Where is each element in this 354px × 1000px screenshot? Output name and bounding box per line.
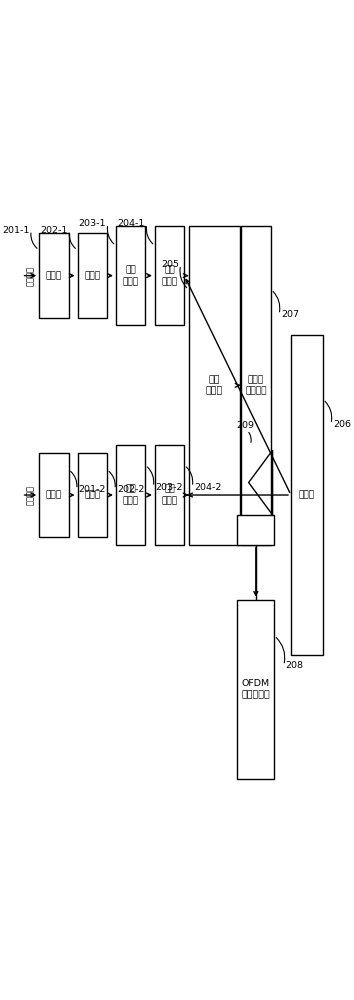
Bar <box>189 226 240 545</box>
Text: 209: 209 <box>236 421 255 430</box>
Text: 208: 208 <box>286 661 304 670</box>
Bar <box>238 600 274 779</box>
Text: 编码部: 编码部 <box>46 491 62 500</box>
Text: 功率
分配部: 功率 分配部 <box>122 485 139 505</box>
Text: 调制部: 调制部 <box>84 491 100 500</box>
Text: 205: 205 <box>161 260 179 269</box>
Text: 204-2: 204-2 <box>194 483 222 492</box>
Bar <box>116 445 145 545</box>
Text: 控制信
息复用部: 控制信 息复用部 <box>245 375 267 396</box>
Bar <box>155 445 184 545</box>
Bar <box>116 226 145 325</box>
Bar <box>39 233 69 318</box>
Bar <box>78 453 107 537</box>
Bar <box>155 226 184 325</box>
Text: 调制部: 调制部 <box>84 271 100 280</box>
Bar <box>39 453 69 537</box>
Text: OFDM
信号生成部: OFDM 信号生成部 <box>241 679 270 700</box>
Text: 201-1: 201-1 <box>2 226 29 235</box>
Text: 206: 206 <box>333 420 351 429</box>
Text: 资源
分配部: 资源 分配部 <box>161 265 178 286</box>
Text: 201-2: 201-2 <box>79 485 106 494</box>
Text: 信息比特: 信息比特 <box>26 266 35 286</box>
Bar <box>241 226 271 545</box>
Text: 资源
分配部: 资源 分配部 <box>161 485 178 505</box>
Bar <box>238 515 274 545</box>
Text: 207: 207 <box>281 310 299 319</box>
Text: 203-1: 203-1 <box>79 219 106 228</box>
Text: 204-1: 204-1 <box>118 219 145 228</box>
Text: 调度部: 调度部 <box>299 491 315 500</box>
Text: 203-2: 203-2 <box>155 483 183 492</box>
Text: 功率
分配部: 功率 分配部 <box>122 265 139 286</box>
Bar <box>78 233 107 318</box>
Text: 信号
加法部: 信号 加法部 <box>206 375 223 396</box>
Bar <box>291 335 323 655</box>
Text: 202-2: 202-2 <box>117 485 144 494</box>
Text: 202-1: 202-1 <box>40 226 68 235</box>
Text: 编码部: 编码部 <box>46 271 62 280</box>
Text: 信息比特: 信息比特 <box>26 485 35 505</box>
